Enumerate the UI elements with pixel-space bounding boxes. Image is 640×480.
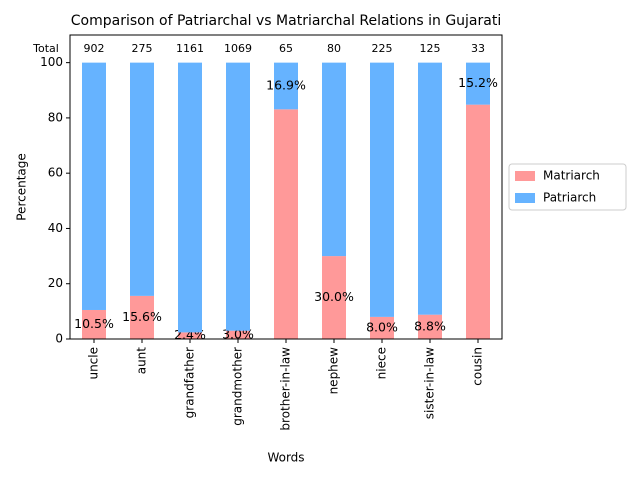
x-tick-label: uncle — [87, 347, 101, 380]
total-value: 125 — [420, 42, 441, 55]
bar-segment — [274, 62, 298, 110]
bar-segment — [322, 62, 346, 257]
data-label: 15.6% — [122, 309, 162, 324]
total-value: 1069 — [224, 42, 252, 55]
data-label: 15.2% — [458, 75, 498, 90]
x-axis-label: Words — [267, 451, 304, 465]
x-tick-label: brother-in-law — [279, 347, 293, 431]
x-tick-label: grandmother — [231, 347, 245, 426]
y-tick-label: 20 — [48, 276, 63, 290]
bar-segment — [226, 330, 250, 339]
x-tick-label: grandfather — [183, 347, 197, 418]
bar-segment — [466, 62, 490, 105]
data-label: 10.5% — [74, 316, 114, 331]
plot-frame — [69, 34, 503, 340]
bar-segment — [178, 62, 202, 333]
legend-label: Matriarch — [543, 169, 600, 183]
bar-segment — [130, 295, 154, 339]
x-tick-label: nephew — [327, 347, 341, 395]
bar-segment — [82, 309, 106, 339]
total-value: 33 — [471, 42, 485, 55]
bar-segment — [370, 62, 394, 317]
total-value: 80 — [327, 42, 341, 55]
x-tick-label: aunt — [135, 347, 149, 375]
legend-label: Patriarch — [543, 191, 596, 205]
x-tick-label: sister-in-law — [423, 347, 437, 419]
legend-frame — [508, 163, 627, 211]
legend-swatch — [515, 193, 535, 203]
y-axis-label: Percentage — [15, 153, 29, 221]
legend-swatch — [515, 171, 535, 181]
bar-segment — [226, 62, 250, 331]
y-tick-label: 60 — [48, 166, 63, 180]
legend: Matriarch Patriarch — [508, 163, 627, 211]
bar-segment — [178, 332, 202, 339]
data-label: 8.0% — [366, 319, 398, 334]
x-tick-label: niece — [375, 347, 389, 379]
total-value: 902 — [84, 42, 105, 55]
total-value: 1161 — [176, 42, 204, 55]
bar-segment — [82, 62, 106, 310]
bar-segment — [466, 104, 490, 339]
total-value: 275 — [132, 42, 153, 55]
total-label: Total — [32, 42, 59, 55]
y-tick-label: 0 — [55, 332, 63, 346]
bar-segment — [274, 109, 298, 339]
bar-segment — [418, 314, 442, 339]
total-value: 65 — [279, 42, 293, 55]
chart-title: Comparison of Patriarchal vs Matriarchal… — [71, 13, 501, 29]
data-label: 30.0% — [314, 289, 354, 304]
data-label: 8.8% — [414, 318, 446, 333]
bar-segment — [322, 256, 346, 339]
bar-segment — [370, 316, 394, 339]
bar-segment — [130, 62, 154, 296]
bar-segment — [418, 62, 442, 315]
y-tick-label: 80 — [48, 110, 63, 124]
y-tick-label: 100 — [40, 55, 63, 69]
total-value: 225 — [372, 42, 393, 55]
data-label: 16.9% — [266, 77, 306, 92]
y-tick-label: 40 — [48, 221, 63, 235]
x-tick-label: cousin — [471, 347, 485, 386]
